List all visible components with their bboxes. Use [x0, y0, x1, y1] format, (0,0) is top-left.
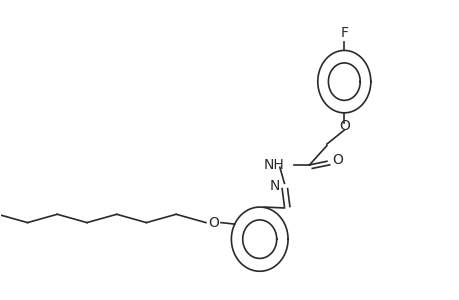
- Text: O: O: [208, 216, 219, 230]
- Text: N: N: [269, 179, 279, 193]
- Text: O: O: [338, 119, 349, 133]
- Text: NH: NH: [263, 158, 284, 172]
- Text: F: F: [340, 26, 347, 40]
- Text: O: O: [332, 153, 342, 167]
